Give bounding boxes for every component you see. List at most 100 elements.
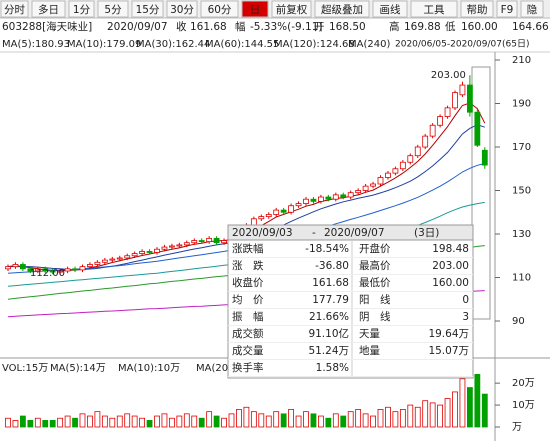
y-tick-label: 20万 [512,378,535,389]
quote-field: -5.33%(-9.11) [250,21,323,33]
toolbar-label[interactable]: F9 [501,4,514,16]
popup-value: 21.66% [309,311,349,323]
toolbar-button[interactable] [241,0,269,18]
y-tick-label: 130 [512,229,531,240]
popup-label: 最高价 [359,259,391,272]
volume-bar [183,413,190,428]
volume-bar [452,391,458,428]
volume-bar [362,413,369,428]
toolbar-button[interactable] [200,0,239,18]
quote-field: 幅 [235,20,246,33]
toolbar-label[interactable]: 隐 [527,4,538,16]
toolbar-button[interactable] [68,0,95,18]
toolbar-button[interactable] [0,0,29,18]
volume-bar [79,413,86,428]
volume-bar [399,409,406,428]
candle-body [377,177,384,185]
volume-bar [295,415,302,428]
volume-bar [221,417,227,428]
toolbar-button[interactable] [496,0,518,18]
candle-body [87,264,93,268]
popup-label: 换手率 [232,361,264,374]
toolbar-button[interactable] [410,0,458,18]
toolbar-label[interactable]: 15分 [136,4,160,16]
toolbar-label[interactable]: 多日 [38,3,59,16]
toolbar-label[interactable]: 工具 [424,4,445,16]
toolbar-label[interactable]: 画线 [380,3,401,16]
toolbar-label[interactable]: 帮助 [467,3,488,16]
popup-value: 15.07万 [428,345,469,357]
volume-bar [87,415,93,428]
volume-bar [146,420,153,428]
toolbar-label[interactable]: 分时 [4,4,25,16]
candle-body [295,203,302,207]
volume-bar [459,378,466,428]
toolbar-button[interactable] [460,0,494,18]
toolbar-button[interactable] [314,0,370,18]
popup-value: 1.58% [316,362,349,374]
candle-body [139,251,146,254]
price-annotation: 203.00 [431,70,466,81]
toolbar-button[interactable] [271,0,312,18]
volume-bar [101,415,108,428]
y-tick-label: 10万 [512,400,535,411]
candle-body [347,192,354,198]
popup-value: 91.10亿 [308,327,349,340]
candle-body [27,268,34,272]
toolbar-label[interactable]: 前复权 [276,3,308,16]
volume-bar [377,409,384,428]
toolbar-label[interactable]: 60分 [208,4,232,16]
candle-body [221,240,227,244]
popup-value: 198.48 [432,243,469,255]
candle-body [474,111,481,146]
y-tick-label: 210 [512,55,531,66]
popup-value: 3 [462,311,469,323]
candle-body [12,264,19,268]
popup-value: 0 [462,294,469,306]
candle-body [42,268,49,272]
toolbar-label[interactable]: 超级叠加 [321,3,363,16]
toolbar-button[interactable] [166,0,198,18]
volume-bar [236,409,242,428]
candle-body [213,237,220,244]
toolbar-label[interactable]: 1分 [73,4,91,16]
popup-value: -18.54% [305,243,349,255]
toolbar-label[interactable]: 5分 [104,4,122,16]
popup-label: 成交额 [232,327,264,340]
quote-field: 2020/09/07 [107,21,168,33]
candle-body [362,185,369,191]
popup-label: 开盘价 [359,242,391,255]
volume-bar [474,373,481,428]
popup [227,224,474,379]
volume-bar [124,413,131,428]
popup-label: 天量 [359,328,380,340]
candle-body [288,205,295,213]
toolbar-button[interactable] [372,0,408,18]
toolbar-label[interactable]: 30分 [170,4,194,16]
candle-body [5,266,11,270]
candle-body [392,168,399,174]
toolbar-button[interactable] [31,0,66,18]
candle-body [340,194,347,198]
toolbar-label[interactable]: 日 [250,4,261,16]
volume-bar [250,411,257,428]
toolbar-button[interactable] [131,0,164,18]
candle-body [355,190,362,194]
candle-body [325,196,332,200]
candle-body [154,248,160,253]
candle-body [191,240,198,244]
selection-range [471,66,491,320]
toolbar-button[interactable] [97,0,129,18]
candle-body [109,258,116,261]
quote-field: 收 [176,20,187,33]
candle-body [146,251,153,253]
candle-body [131,253,138,257]
volume-bar [437,404,444,428]
volume-bar [273,411,280,428]
candle-body [414,146,421,157]
volume-bar [131,415,138,428]
ma-legend: MA(60):144.55 [205,39,279,50]
toolbar-button[interactable] [520,0,544,18]
candle-body [250,218,257,226]
quote-field: 603288[海天味业] [2,20,92,33]
